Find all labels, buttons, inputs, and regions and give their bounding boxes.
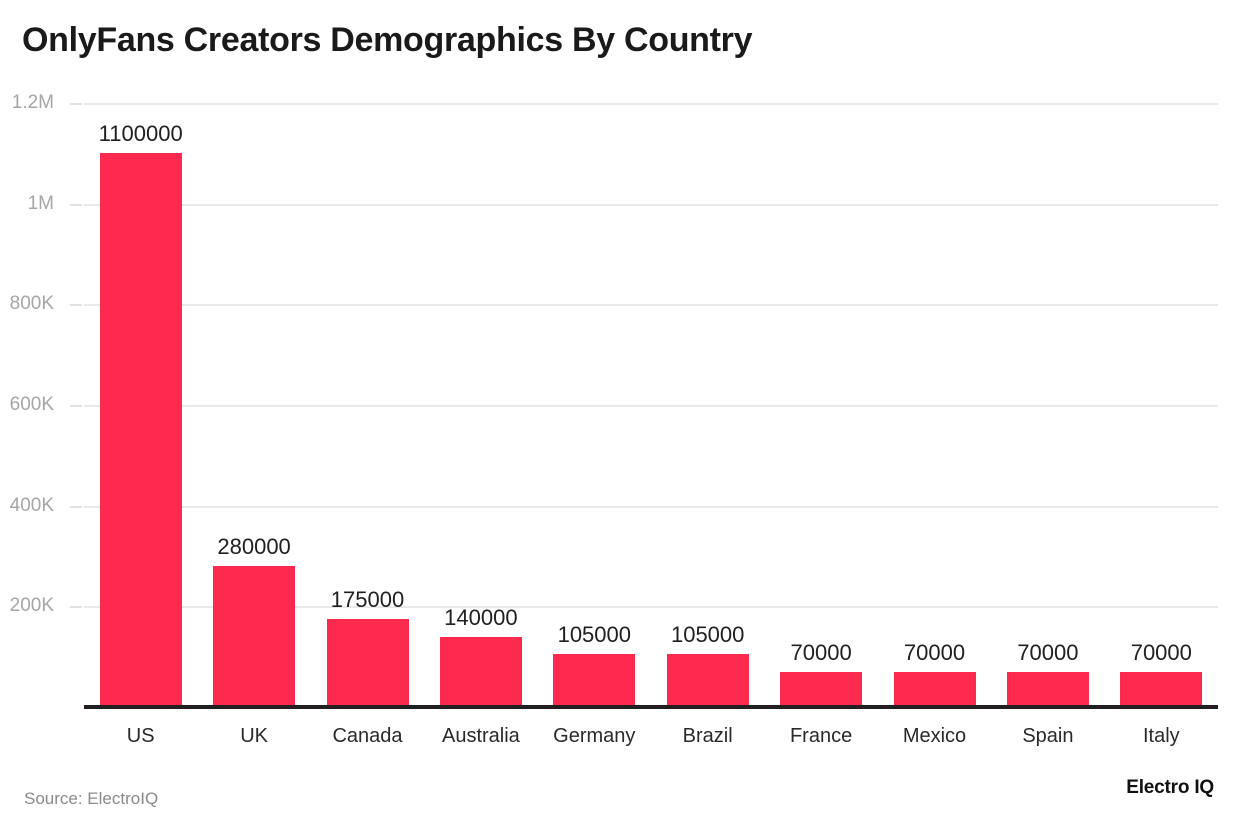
gridline bbox=[84, 304, 1218, 307]
bar-value-label: 280000 bbox=[217, 534, 291, 560]
y-tick-mark bbox=[70, 304, 82, 307]
bar-group[interactable]: 105000 bbox=[553, 103, 636, 707]
y-tick-mark bbox=[70, 103, 82, 105]
x-axis-category-label: Australia bbox=[441, 725, 520, 747]
gridline bbox=[84, 405, 1218, 407]
y-axis-tick-label: 600K bbox=[9, 394, 54, 415]
x-axis-category-label: Canada bbox=[332, 725, 403, 747]
bar-group[interactable]: 280000 bbox=[213, 103, 296, 707]
bar-group[interactable]: 105000 bbox=[666, 103, 749, 707]
bar[interactable] bbox=[326, 618, 409, 707]
bar-group[interactable]: 70000 bbox=[780, 103, 863, 707]
bar[interactable] bbox=[213, 566, 296, 707]
bar-value-label: 1100000 bbox=[98, 121, 183, 147]
bar-group[interactable]: 70000 bbox=[1120, 103, 1203, 707]
y-tick-mark bbox=[70, 606, 82, 609]
bar[interactable] bbox=[666, 654, 749, 707]
y-axis-tick-label: 1.2M bbox=[11, 92, 54, 113]
bar-group[interactable]: 175000 bbox=[326, 103, 409, 707]
gridline bbox=[84, 606, 1218, 609]
source-note: Source: ElectroIQ bbox=[24, 789, 159, 808]
bar-value-label: 70000 bbox=[903, 639, 966, 665]
bar-series: 1100000 280000 175000 140000 105000 105000 700… bbox=[84, 103, 1218, 707]
x-axis-category-label: Spain bbox=[1022, 725, 1074, 747]
y-axis-tick-label: 800K bbox=[9, 293, 54, 315]
gridline bbox=[84, 103, 1218, 105]
x-axis-labels: US UK Canada Australia Germany Brazil France Me… bbox=[84, 709, 1218, 753]
bar-group[interactable]: 70000 bbox=[893, 103, 976, 707]
bar-value-label: 105000 bbox=[557, 622, 632, 648]
page-title: OnlyFans Creators Demographics By Countr… bbox=[22, 21, 753, 59]
bar[interactable] bbox=[1120, 671, 1203, 707]
bar-value-label: 175000 bbox=[330, 586, 405, 612]
x-axis-category-label: France bbox=[789, 725, 853, 747]
y-tick-mark bbox=[70, 203, 82, 206]
bar-value-label: 105000 bbox=[670, 622, 745, 648]
bar[interactable] bbox=[893, 671, 976, 707]
bar-value-label: 70000 bbox=[790, 639, 852, 665]
x-axis-line bbox=[84, 705, 1218, 709]
y-axis-tick-label: 400K bbox=[9, 494, 54, 516]
bar-group[interactable]: 140000 bbox=[439, 103, 522, 707]
bar[interactable] bbox=[553, 654, 636, 707]
x-axis-category-label: Brazil bbox=[682, 725, 733, 747]
y-axis-tick-label: 200K bbox=[9, 595, 54, 617]
y-tick-mark bbox=[70, 505, 82, 508]
x-axis-category-label: UK bbox=[240, 725, 268, 747]
bar-group[interactable]: 70000 bbox=[1006, 103, 1089, 707]
bar[interactable] bbox=[780, 671, 863, 707]
bar[interactable] bbox=[99, 153, 182, 707]
bar-value-label: 140000 bbox=[444, 604, 518, 630]
x-axis-category-label: US bbox=[126, 725, 155, 747]
bar[interactable] bbox=[439, 636, 522, 707]
bar-group[interactable]: 1100000 bbox=[98, 103, 183, 707]
bar-value-label: 70000 bbox=[1130, 639, 1192, 665]
bar[interactable] bbox=[1006, 671, 1089, 707]
brand-logo: Electro IQ bbox=[1126, 777, 1214, 798]
y-tick-mark bbox=[70, 405, 82, 407]
bar-value-label: 70000 bbox=[1017, 639, 1079, 665]
x-axis-category-label: Mexico bbox=[902, 725, 967, 747]
x-axis-category-label: Italy bbox=[1142, 725, 1180, 747]
y-axis-tick-label: 1M bbox=[27, 192, 54, 214]
x-axis-category-label: Germany bbox=[553, 725, 636, 747]
plot-area: 1.2M 1M 800K 600K 400K 200K 1100000 280000 1750… bbox=[10, 92, 1218, 707]
gridline bbox=[84, 203, 1218, 206]
gridline bbox=[84, 505, 1218, 508]
